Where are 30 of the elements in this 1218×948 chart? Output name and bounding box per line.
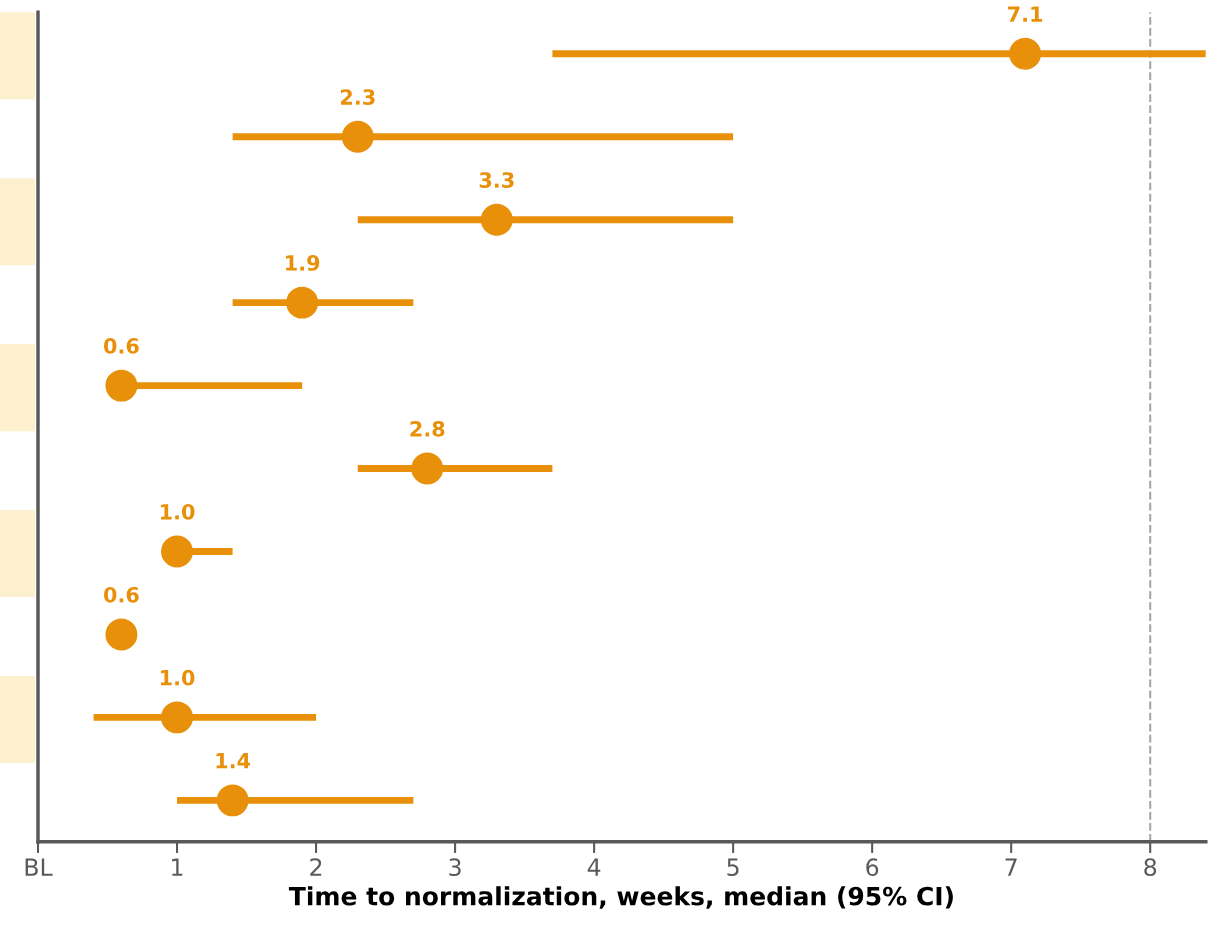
text: 2.8 <box>410 420 445 437</box>
x-tick-label: 1 <box>172 858 183 876</box>
point <box>1009 37 1042 70</box>
x-tick-label: 5 <box>727 858 739 877</box>
text: 1.0 <box>160 669 195 686</box>
text: 1.4 <box>216 753 251 769</box>
text: 2.3 <box>340 89 375 105</box>
point <box>411 452 444 485</box>
text: 0.6 <box>103 586 139 603</box>
x-tick-label: BL <box>25 858 53 876</box>
text: 3.3 <box>479 172 514 188</box>
point <box>341 120 374 153</box>
x-axis-title: Time to normalization, weeks, median (95% CI) <box>288 886 953 909</box>
text: 7.1 <box>1008 6 1043 22</box>
x-tick-label: 8 <box>1144 858 1157 877</box>
x-tick-label: 2 <box>310 858 322 876</box>
point <box>480 203 513 236</box>
x-tick-label: 7 <box>1005 858 1017 876</box>
point <box>216 784 249 817</box>
text: 1.9 <box>286 255 320 271</box>
point <box>286 286 319 319</box>
text: 1.0 <box>160 503 195 520</box>
point <box>105 369 138 402</box>
point <box>161 701 193 734</box>
x-tick-label: 3 <box>449 858 461 877</box>
x-tick-label: 6 <box>866 858 879 877</box>
point <box>105 618 138 651</box>
point <box>161 535 193 568</box>
x-tick-label: 4 <box>587 858 601 876</box>
text: 0.6 <box>103 338 139 354</box>
